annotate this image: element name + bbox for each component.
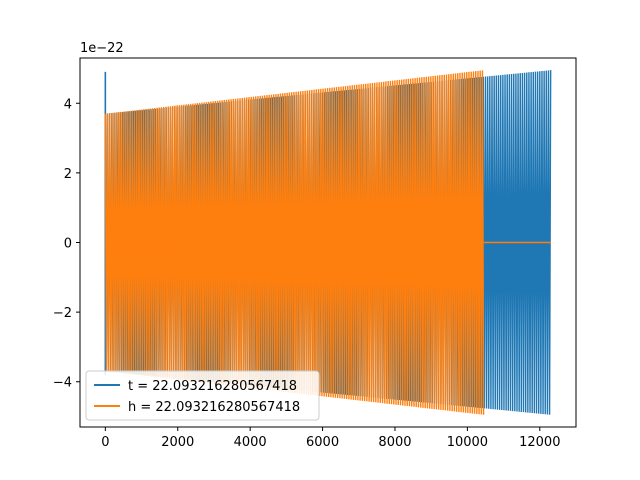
y-tick-label: 0: [64, 237, 72, 252]
y-tick-label: −4: [53, 376, 72, 391]
y-tick-label: −2: [53, 306, 72, 321]
y-tick-label: 4: [64, 97, 72, 112]
series-line-h: [104, 70, 485, 415]
legend-box: [85, 370, 320, 421]
x-axis: 0 2000 4000 6000 8000 10000 12000: [101, 427, 560, 450]
legend-entry: t = 22.093216280567418: [128, 379, 297, 394]
x-tick-label: 12000: [519, 435, 560, 450]
x-tick-label: 4000: [234, 435, 267, 450]
y-scale-label: 1e−22: [80, 41, 124, 56]
plot-area: [104, 70, 552, 415]
legend-entry: h = 22.093216280567418: [128, 400, 300, 415]
x-tick-label: 6000: [306, 435, 339, 450]
x-tick-label: 2000: [161, 435, 194, 450]
x-tick-label: 0: [101, 435, 109, 450]
x-tick-label: 8000: [378, 435, 411, 450]
legend: t = 22.093216280567418 h = 22.09321628056…: [85, 370, 320, 421]
y-tick-label: 2: [64, 167, 72, 182]
x-tick-label: 10000: [447, 435, 488, 450]
y-axis: −4 −2 0 2 4: [53, 97, 80, 391]
